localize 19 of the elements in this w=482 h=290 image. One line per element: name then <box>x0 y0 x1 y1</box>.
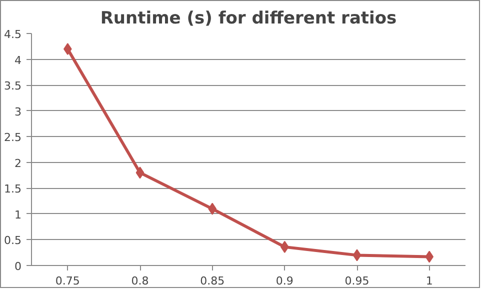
y-tick-label: 2.5 <box>4 131 22 144</box>
y-tick-label: 1 <box>14 208 22 222</box>
y-tick-label: 4 <box>14 54 22 67</box>
y-tick-label: 3.5 <box>4 80 22 93</box>
y-tick-label: 0 <box>14 260 22 273</box>
y-tick-label: 2 <box>14 156 22 170</box>
x-tick-label: 0.95 <box>344 274 370 288</box>
x-tick-label: 0.9 <box>276 274 294 288</box>
y-tick-label: 4.5 <box>4 28 22 41</box>
y-tick-label: 0.5 <box>4 234 22 248</box>
x-tick-label: 0.8 <box>131 274 149 288</box>
chart-title: Runtime (s) for different ratios <box>100 8 397 28</box>
point <box>352 249 362 262</box>
x-tick-label: 1 <box>426 274 433 288</box>
x-tick-label: 0.85 <box>200 274 225 288</box>
point <box>136 166 144 179</box>
y-tick-label: 3 <box>14 105 22 118</box>
y-tick-label: 1.5 <box>4 182 22 196</box>
x-tick-label: 0.75 <box>55 274 80 288</box>
